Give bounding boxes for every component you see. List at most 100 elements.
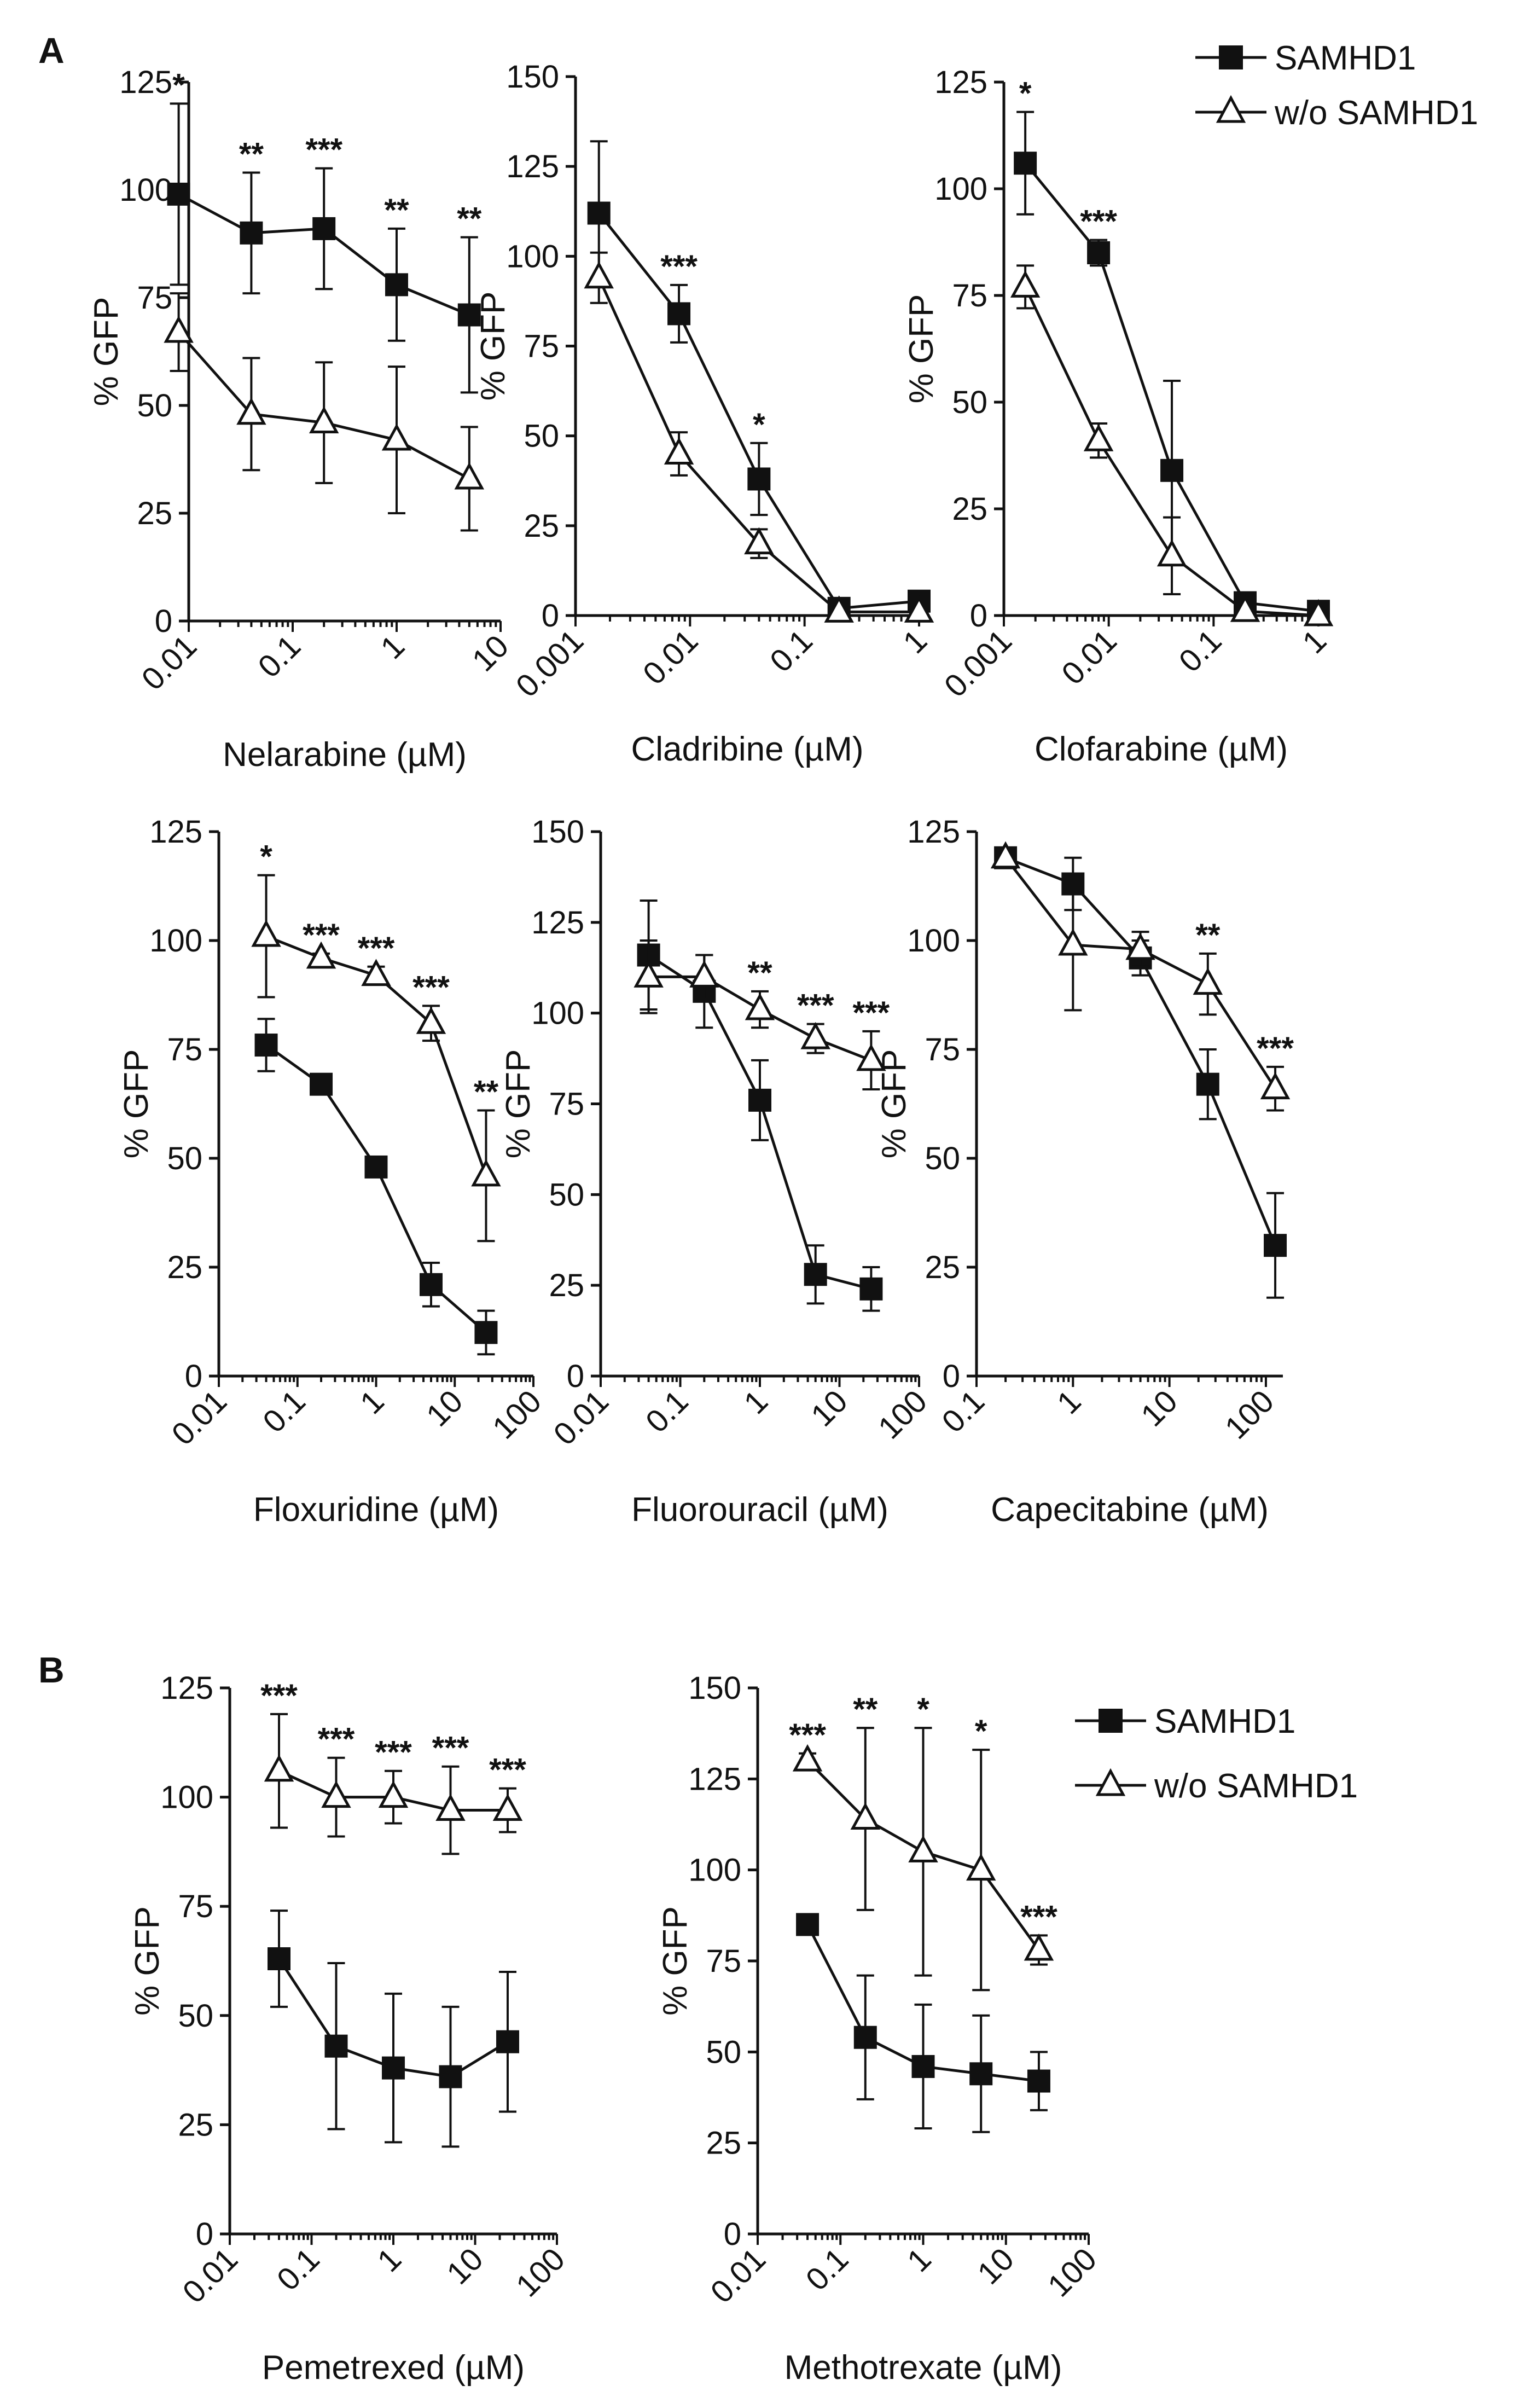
y-tick-label: 0 (943, 1359, 960, 1394)
significance-label: *** (432, 1731, 469, 1766)
square-marker (474, 1321, 498, 1344)
triangle-marker (264, 1754, 294, 1782)
y-axis-title: % GFP (88, 297, 125, 407)
y-tick-label: 125 (119, 65, 172, 100)
x-tick-label: 100 (486, 1383, 548, 1446)
significance-label: * (753, 407, 765, 443)
y-tick-label: 0 (724, 2216, 741, 2252)
x-tick-label: 0.01 (1055, 623, 1124, 692)
y-tick-label: 75 (524, 329, 559, 364)
x-tick-label: 1 (896, 623, 934, 660)
y-tick-label: 150 (531, 814, 584, 850)
legend-top: SAMHD1 w/o SAMHD1 (1195, 39, 1478, 132)
x-tick-label: 0.1 (256, 1383, 312, 1440)
triangle-marker (306, 941, 336, 969)
triangle-marker (361, 959, 391, 986)
square-marker (240, 221, 263, 245)
legend-bottom: SAMHD1 w/o SAMHD1 (1075, 1703, 1358, 1805)
square-marker (457, 303, 481, 327)
square-marker (911, 2054, 935, 2078)
triangle-marker (1157, 539, 1187, 567)
triangle-marker (1125, 932, 1155, 960)
y-tick-label: 75 (706, 1943, 741, 1979)
legend-label-wo-samhd1: w/o SAMHD1 (1154, 1767, 1358, 1805)
significance-label: *** (853, 995, 890, 1031)
y-tick-label: 100 (688, 1853, 741, 1888)
triangle-marker (824, 595, 854, 623)
y-tick-label: 100 (149, 923, 202, 959)
x-tick-label: 0.01 (135, 628, 204, 697)
y-axis-title: % GFP (118, 1049, 155, 1159)
x-tick-label: 0.001 (509, 623, 591, 704)
significance-label: * (975, 1714, 987, 1749)
y-axis-title: % GFP (875, 1049, 913, 1159)
square-marker (312, 217, 336, 240)
y-tick-label: 50 (524, 419, 559, 454)
square-marker (853, 2025, 877, 2049)
y-tick-label: 75 (167, 1032, 202, 1067)
significance-label: *** (305, 132, 342, 168)
x-tick-label: 0.1 (1172, 623, 1229, 679)
square-marker (167, 182, 190, 206)
triangle-marker (164, 315, 194, 343)
y-tick-label: 75 (925, 1032, 960, 1067)
y-tick-label: 125 (506, 149, 559, 184)
significance-label: ** (384, 193, 409, 228)
x-tick-label: 0.001 (938, 623, 1019, 704)
y-tick-label: 25 (524, 508, 559, 544)
x-tick-label: 1 (1295, 623, 1333, 660)
y-tick-label: 75 (178, 1889, 213, 1924)
y-tick-label: 50 (167, 1141, 202, 1176)
legend-marker-wo-samhd1 (1216, 95, 1246, 123)
series-wo-samhd1 (164, 292, 485, 532)
series-wo-samhd1 (1010, 264, 1334, 626)
y-tick-label: 25 (137, 496, 172, 531)
square-marker (268, 1947, 291, 1971)
triangle-marker (792, 1744, 823, 1772)
square-marker (324, 2034, 348, 2058)
square-marker (364, 1155, 388, 1179)
x-tick-label: 0.01 (704, 2241, 772, 2310)
x-tick-label: 0.1 (763, 623, 820, 679)
square-marker (1087, 241, 1111, 264)
triangle-marker (744, 527, 774, 555)
significance-label: *** (318, 1722, 355, 1757)
y-tick-label: 125 (160, 1670, 213, 1706)
y-tick-label: 100 (160, 1780, 213, 1815)
triangle-marker (850, 1802, 881, 1830)
square-marker (310, 1072, 333, 1096)
series-wo-samhd1 (251, 874, 501, 1243)
x-axis-title: Clofarabine (µM) (1035, 730, 1288, 768)
triangle-marker (1083, 423, 1114, 451)
legend-marker-samhd1 (1099, 1709, 1123, 1733)
square-marker (796, 1913, 820, 1936)
x-tick-label: 0.01 (176, 2241, 245, 2310)
series-samhd1 (796, 1913, 1050, 2133)
legend-marker-samhd1 (1219, 45, 1243, 69)
triangle-marker (1193, 967, 1223, 995)
y-tick-label: 0 (155, 603, 172, 639)
chart-1: 0 25 50 75 100 125 150 0.001 0.01 0.1 1 Cladribine … (474, 59, 934, 768)
y-tick-label: 150 (506, 59, 559, 95)
series-wo-samhd1 (584, 251, 934, 623)
triangle-marker (321, 1780, 351, 1808)
y-axis-title: % GFP (499, 1049, 537, 1159)
y-tick-label: 50 (549, 1177, 584, 1212)
x-axis-title: Floxuridine (µM) (253, 1491, 499, 1529)
significance-label: * (917, 1692, 929, 1727)
x-tick-label: 0.01 (165, 1383, 234, 1452)
x-tick-label: 10 (1134, 1383, 1184, 1433)
x-tick-label: 100 (509, 2241, 572, 2303)
significance-label: ** (474, 1074, 499, 1110)
triangle-marker (416, 1007, 446, 1034)
legend-label-samhd1: SAMHD1 (1154, 1703, 1295, 1740)
x-tick-label: 100 (1218, 1383, 1281, 1446)
square-marker (439, 2065, 462, 2088)
significance-label: ** (239, 136, 264, 172)
square-marker (254, 1034, 278, 1057)
y-axis-title: % GFP (656, 1906, 694, 2016)
triangle-marker (634, 960, 664, 988)
y-tick-label: 0 (185, 1359, 202, 1394)
square-marker (1196, 1072, 1219, 1096)
x-tick-label: 0.1 (799, 2241, 855, 2297)
